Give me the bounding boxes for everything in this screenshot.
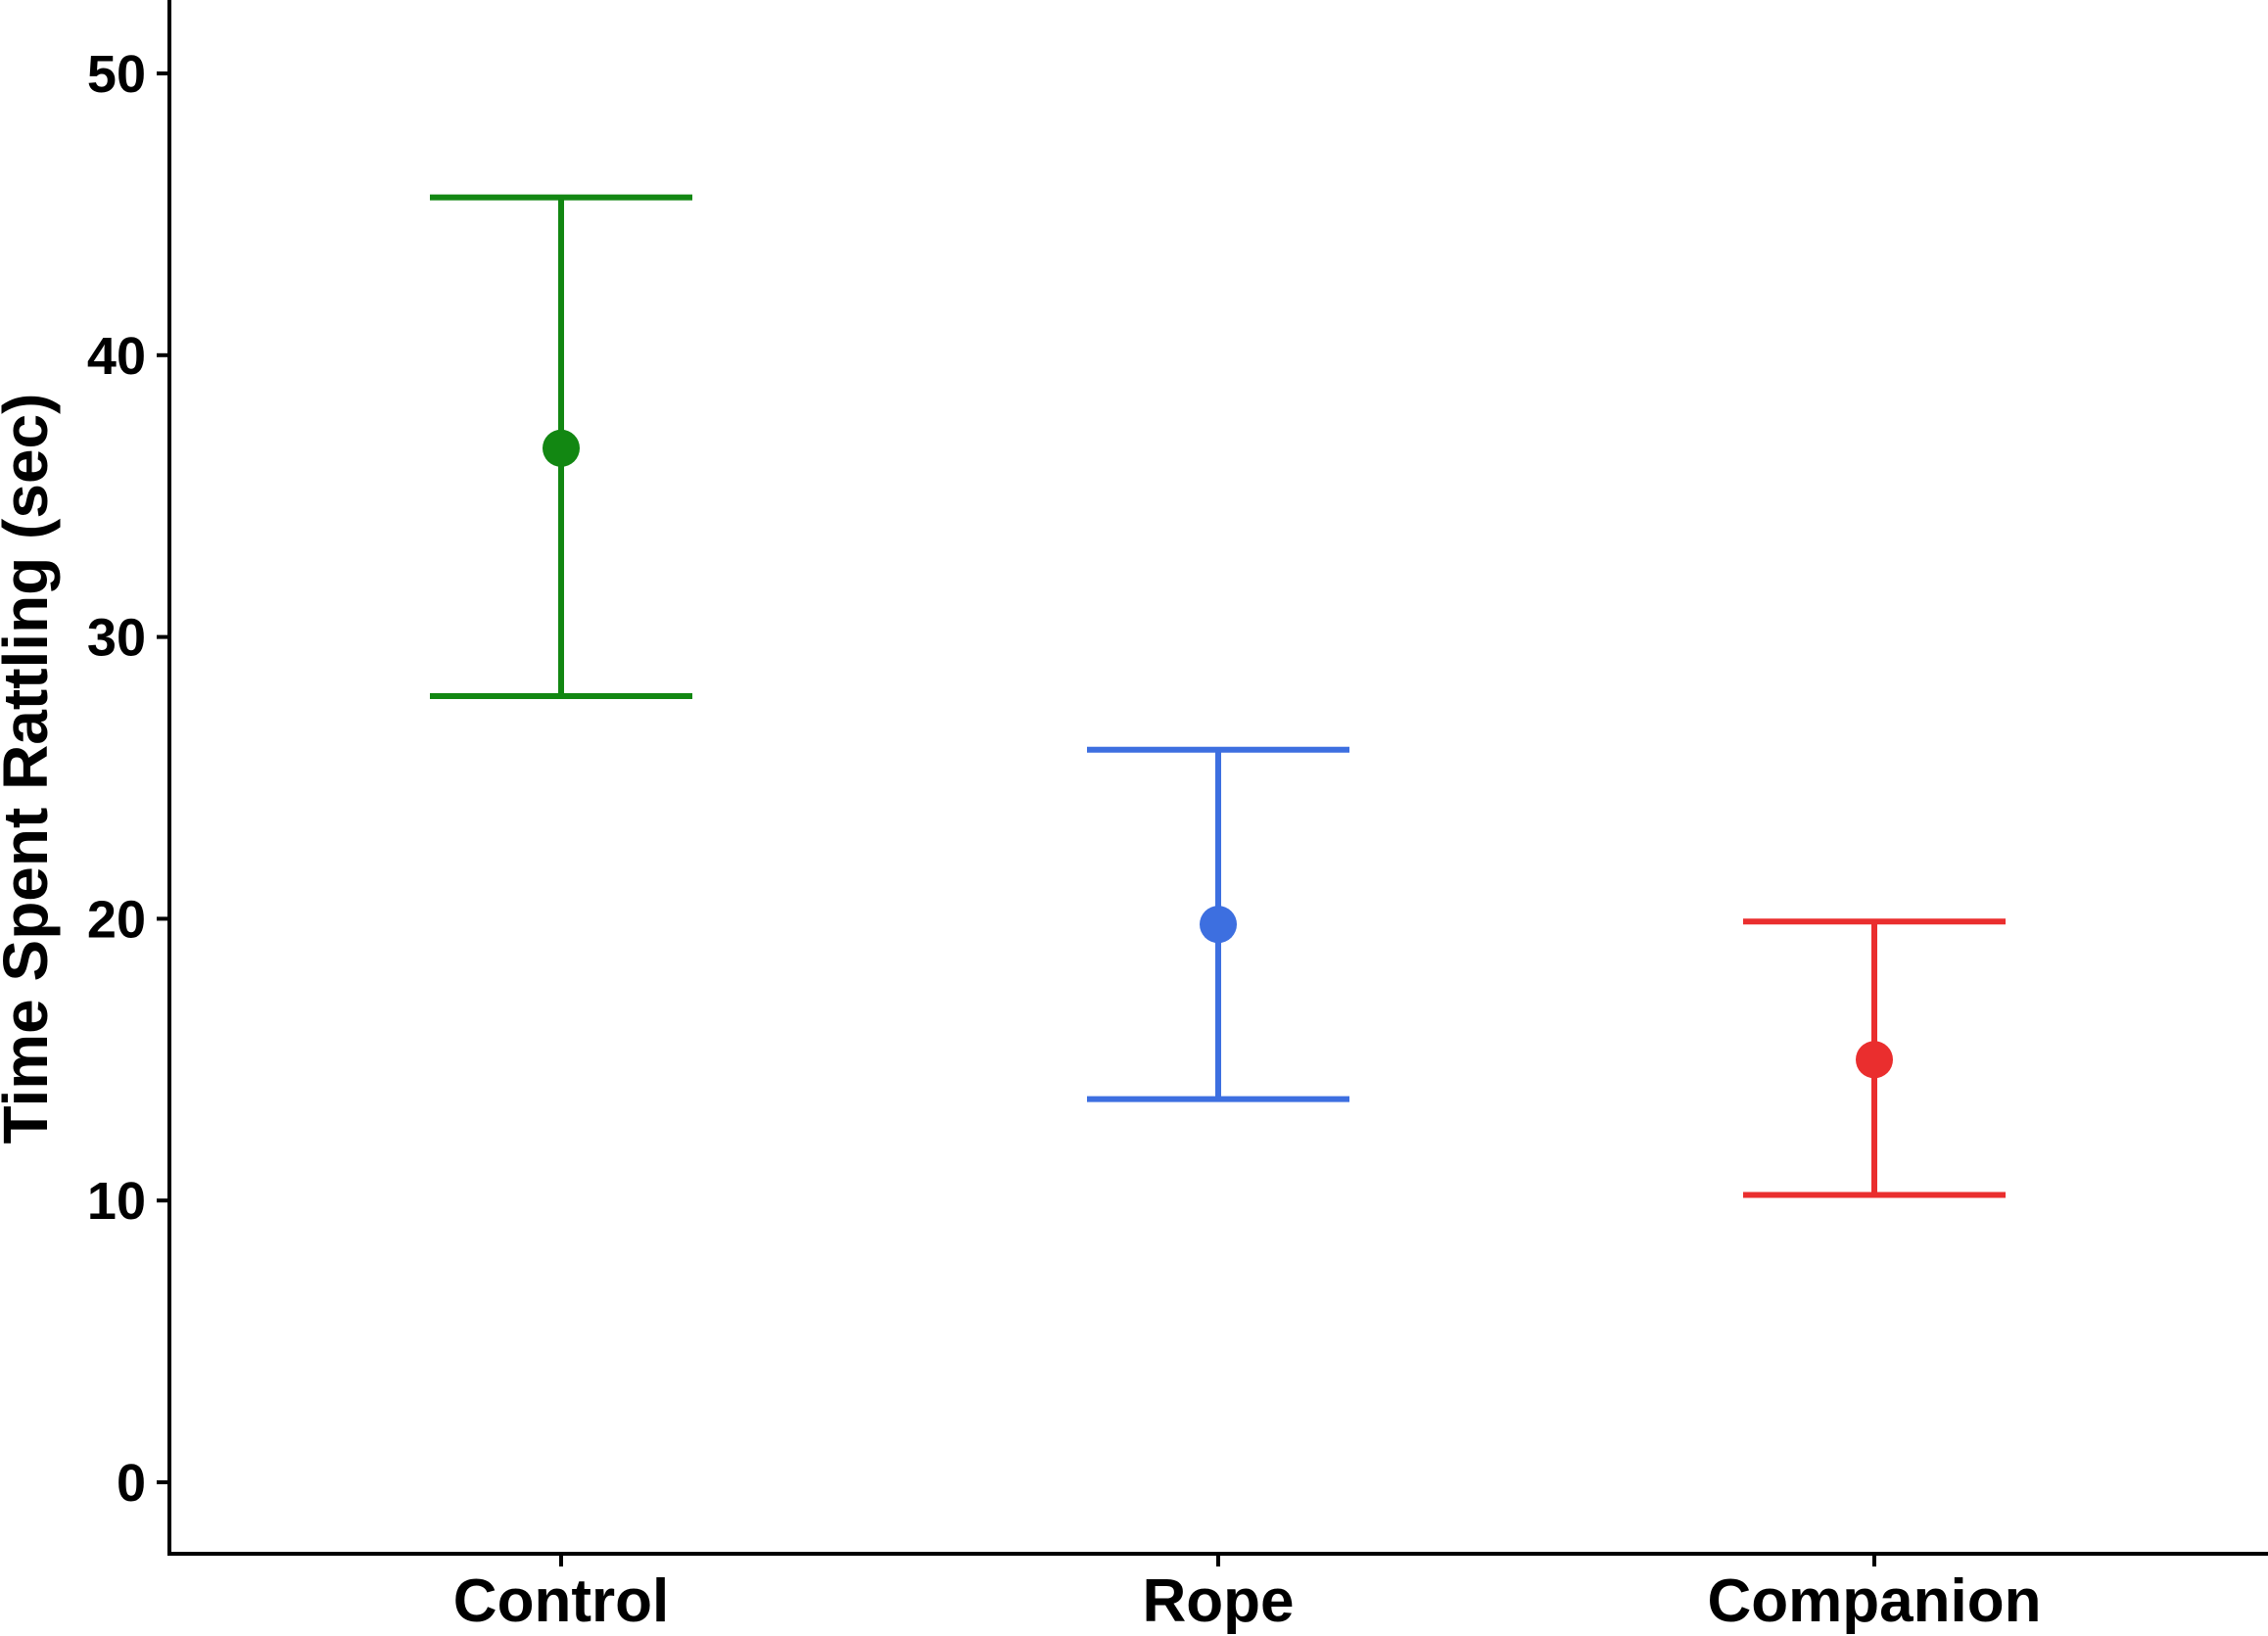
y-tick-label: 10 [87, 1172, 146, 1231]
x-tick-label: Rope [1143, 1567, 1295, 1635]
y-axis-title: Time Spent Rattling (sec) [0, 394, 61, 1145]
axes: 0 10 20 30 40 50 Control Rope Companion [87, 0, 2268, 1635]
data-marks [430, 194, 2006, 1198]
mean-point [543, 429, 580, 467]
mean-point [1856, 1041, 1893, 1079]
mean-point [1200, 906, 1237, 944]
y-tick-label: 30 [87, 609, 146, 668]
y-tick-label: 50 [87, 45, 146, 104]
y-tick-label: 20 [87, 890, 146, 949]
x-tick-label: Control [453, 1567, 669, 1635]
y-tick-label: 0 [117, 1454, 146, 1513]
x-tick-label: Companion [1708, 1567, 2042, 1635]
y-tick-label: 40 [87, 327, 146, 386]
